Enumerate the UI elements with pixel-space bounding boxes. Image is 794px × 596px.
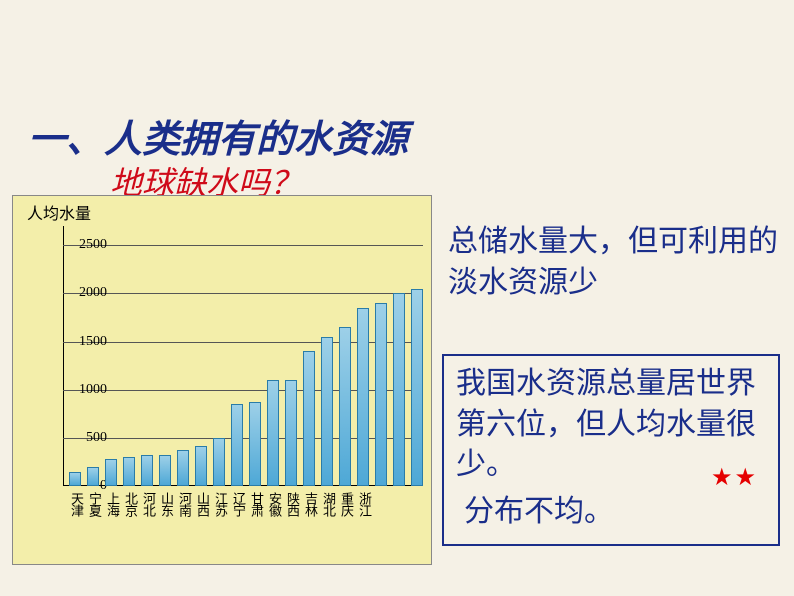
x-tick-label: 北京 [122, 492, 137, 516]
chart-bar [249, 402, 261, 486]
chart-bar [69, 472, 81, 486]
x-tick-label: 重庆 [338, 492, 353, 516]
gridline [63, 342, 423, 343]
chart-bar [123, 457, 135, 486]
gridline [63, 293, 423, 294]
x-tick-label: 上海 [104, 492, 119, 516]
x-tick-label: 浙江 [356, 492, 371, 516]
x-tick-label: 河北 [140, 492, 155, 516]
chart-plot-area: 05001000150020002500 [63, 226, 423, 486]
x-tick-label: 河南 [176, 492, 191, 516]
gridline [63, 390, 423, 391]
chart-bar [213, 438, 225, 486]
chart-bar [231, 404, 243, 486]
star-rating: ★ ★ [711, 463, 756, 492]
chart-bar [267, 380, 279, 486]
side-paragraph-3: 分布不均。 [464, 492, 766, 533]
y-tick-label: 500 [67, 430, 107, 446]
chart-bar [393, 293, 405, 486]
x-tick-label: 吉林 [302, 492, 317, 516]
star-icon: ★ [711, 463, 733, 492]
x-axis [63, 485, 423, 486]
x-tick-label: 陕西 [284, 492, 299, 516]
star-icon: ★ [734, 463, 756, 492]
x-tick-label: 天津 [68, 492, 83, 516]
x-tick-label: 安徽 [266, 492, 281, 516]
chart-bar [375, 303, 387, 486]
chart-bar [339, 327, 351, 486]
x-tick-label: 山西 [194, 492, 209, 516]
chart-y-axis-label: 人均水量 [27, 200, 91, 224]
chart-bar [195, 446, 207, 486]
x-tick-label: 湖北 [320, 492, 335, 516]
y-axis [63, 226, 64, 486]
side-paragraph-1: 总储水量大，但可利用的淡水资源少 [448, 222, 778, 303]
chart-bar [357, 308, 369, 486]
x-tick-label: 宁夏 [86, 492, 101, 516]
y-tick-label: 2500 [67, 237, 107, 253]
chart-bar [303, 351, 315, 486]
y-tick-label: 2000 [67, 285, 107, 301]
chart-bar [285, 380, 297, 486]
chart-bar [105, 459, 117, 486]
chart-bar [177, 450, 189, 486]
x-tick-label: 山东 [158, 492, 173, 516]
chart-bar [411, 289, 423, 486]
x-tick-label: 江苏 [212, 492, 227, 516]
y-tick-label: 1000 [67, 382, 107, 398]
gridline [63, 438, 423, 439]
chart-bar [87, 467, 99, 486]
x-tick-label: 甘肃 [248, 492, 263, 516]
bar-chart: 人均水量 05001000150020002500 天津宁夏上海北京河北山东河南… [12, 195, 432, 565]
chart-bar [321, 337, 333, 486]
chart-bar [141, 455, 153, 486]
gridline [63, 245, 423, 246]
info-box: 我国水资源总量居世界第六位，但人均水量很少。 分布不均。 ★ ★ [442, 354, 780, 546]
x-tick-label: 辽宁 [230, 492, 245, 516]
y-tick-label: 1500 [67, 334, 107, 350]
chart-bar [159, 455, 171, 486]
main-heading: 一、人类拥有的水资源 [28, 108, 408, 163]
